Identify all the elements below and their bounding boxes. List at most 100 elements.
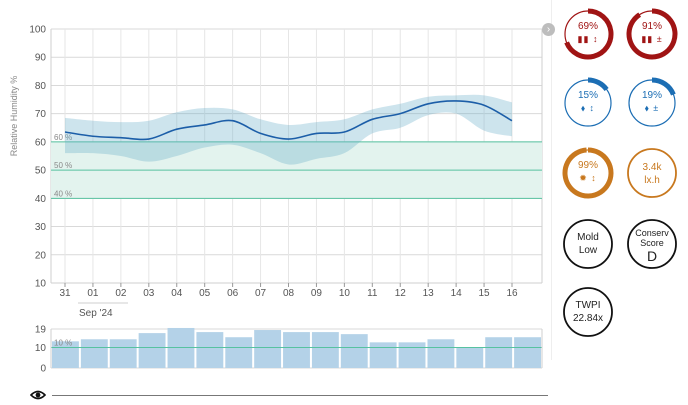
- x-tick-label: 02: [115, 288, 127, 299]
- gauge-arc: [626, 8, 678, 60]
- daily-bar: [254, 330, 282, 368]
- x-tick-label: 15: [479, 288, 491, 299]
- daily-bar: [514, 337, 541, 368]
- target-band-label: 50 %: [54, 161, 72, 170]
- rh-low-var-value: 19%: [641, 90, 662, 101]
- daily-bar: [456, 347, 484, 368]
- rh-high-gauge: [564, 8, 614, 60]
- rh-low-metric[interactable]: 15% ⬧ ↕: [562, 77, 614, 129]
- lux-unit: lx.h: [644, 175, 660, 186]
- range-slider-track[interactable]: [52, 395, 548, 396]
- rh-low-value: 15%: [577, 90, 598, 101]
- conserv-label: Conserv: [635, 228, 669, 238]
- mold-risk-metric[interactable]: Mold Low: [562, 218, 614, 270]
- rh-high-value: 69%: [577, 21, 598, 32]
- rh-low-icons: ⬧ ↕: [580, 103, 596, 113]
- y-axis-label: Relative Humidity %: [9, 76, 19, 157]
- x-tick-label: 09: [311, 288, 323, 299]
- target-band-label: 40 %: [54, 189, 72, 198]
- rh-high-var-gauge: [626, 8, 678, 60]
- rh-low-var-gauge: [628, 77, 676, 127]
- daily-bar-chart: 0 10 19 10 %: [35, 325, 543, 375]
- collapse-panel-button[interactable]: ›: [542, 23, 555, 36]
- mold-ring: [563, 219, 613, 269]
- humidity-chart: 10 20 30 40 50 60 70 80 90 100 60 % 50 % 40 % 31 01 02 0…: [9, 25, 543, 319]
- rh-low-gauge: [564, 77, 612, 127]
- rh-high-variation-metric[interactable]: 91% ▮▮ ±: [626, 8, 678, 60]
- daily-bar: [427, 339, 455, 368]
- daily-bar: [225, 337, 253, 368]
- twpi-label: TWPI: [575, 300, 601, 311]
- daily-bar: [485, 337, 513, 368]
- eye-icon[interactable]: [30, 389, 46, 401]
- daily-bar: [340, 334, 368, 368]
- panel-divider: [551, 0, 552, 360]
- y-tick-label: 100: [29, 25, 46, 36]
- daily-bar: [369, 342, 397, 368]
- light-icons: ✹ ↕: [579, 173, 597, 183]
- gauge-arc: [562, 147, 614, 199]
- y-tick-label: 10: [35, 279, 47, 290]
- rh-high-var-icons: ▮▮ ±: [641, 34, 663, 44]
- x-tick-label: 14: [451, 288, 463, 299]
- mold-label: Mold: [577, 232, 599, 243]
- conserv-grade: D: [646, 248, 658, 264]
- rh-high-metric[interactable]: 69% ▮▮ ↕: [562, 8, 614, 60]
- rh-high-icons: ▮▮ ↕: [577, 34, 599, 44]
- x-tick-label: 03: [143, 288, 155, 299]
- gauge-arc: [587, 77, 609, 92]
- y-tick-label: 40: [35, 194, 47, 205]
- lux-value: 3.4k: [642, 162, 662, 173]
- lux-hours-metric[interactable]: 3.4k lx.h: [626, 147, 678, 199]
- bar-y-tick-label: 0: [40, 364, 46, 375]
- x-tick-label: 06: [227, 288, 239, 299]
- daily-bar: [109, 339, 137, 368]
- y-tick-label: 50: [35, 166, 47, 177]
- bar-y-tick-label: 10: [35, 343, 47, 354]
- conserv-ring: [627, 219, 677, 269]
- twpi-ring: [563, 287, 613, 337]
- daily-bar: [80, 339, 108, 368]
- metric-ring: [627, 219, 677, 269]
- x-tick-label: 11: [367, 288, 378, 299]
- x-tick-label: 05: [199, 288, 211, 299]
- x-tick-label: 01: [87, 288, 99, 299]
- bar-reference-label: 10 %: [54, 338, 72, 347]
- light-gauge: [562, 147, 614, 199]
- x-tick-label: 16: [506, 288, 518, 299]
- mold-value: Low: [578, 245, 598, 256]
- y-tick-label: 60: [35, 137, 47, 148]
- rh-high-var-value: 91%: [641, 21, 662, 32]
- rh-low-var-icons: ⬧ ±: [644, 103, 660, 113]
- metric-ring: [563, 219, 613, 269]
- metric-ring: [627, 148, 677, 198]
- x-tick-label: 04: [171, 288, 183, 299]
- light-metric[interactable]: 99% ✹ ↕: [562, 147, 614, 199]
- gauge-arc: [564, 8, 614, 60]
- bar-y-tick-label: 19: [35, 325, 47, 336]
- metric-ring: [563, 287, 613, 337]
- daily-bar: [196, 332, 224, 368]
- light-value: 99%: [577, 160, 598, 171]
- daily-bar: [138, 333, 166, 368]
- daily-bar: [167, 327, 195, 368]
- twpi-metric[interactable]: TWPI 22.84x: [562, 286, 614, 338]
- range-band: [65, 94, 512, 165]
- conserv-score-metric[interactable]: Conserv Score D: [626, 218, 678, 270]
- lux-ring: [627, 148, 677, 198]
- y-tick-label: 80: [35, 81, 47, 92]
- daily-bar: [398, 342, 426, 368]
- target-band-label: 60 %: [54, 133, 72, 142]
- y-tick-label: 20: [35, 250, 47, 261]
- rh-low-variation-metric[interactable]: 19% ⬧ ±: [626, 77, 678, 129]
- twpi-value: 22.84x: [572, 313, 604, 324]
- x-tick-label: 13: [423, 288, 435, 299]
- y-tick-label: 90: [35, 53, 47, 64]
- daily-bar: [52, 341, 79, 368]
- x-tick-label: 12: [395, 288, 407, 299]
- daily-bar: [311, 332, 339, 368]
- x-tick-label: 31: [59, 288, 71, 299]
- gauge-arc: [651, 77, 676, 96]
- x-tick-label: 07: [255, 288, 267, 299]
- y-tick-label: 30: [35, 222, 47, 233]
